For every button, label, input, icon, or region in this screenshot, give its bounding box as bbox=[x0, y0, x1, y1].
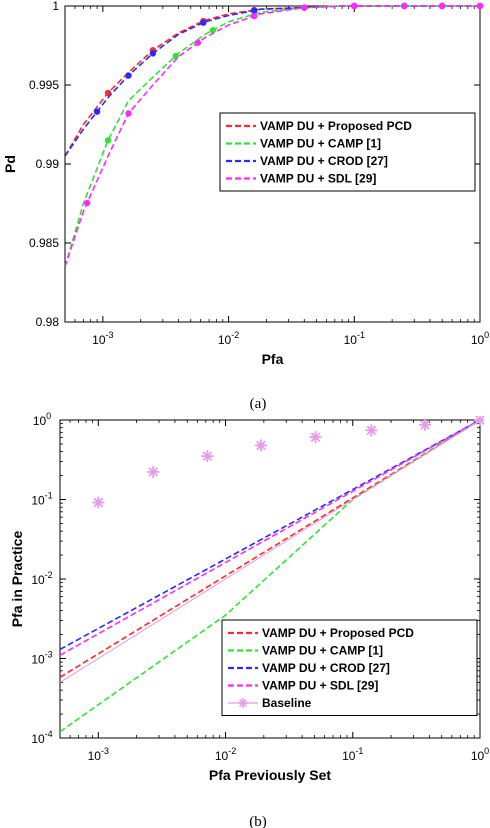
y-tick-label-a: 0.99 bbox=[36, 157, 60, 171]
y-tick-label-a: 0.995 bbox=[29, 78, 59, 92]
x-tick-label-a: 10-1 bbox=[344, 330, 365, 347]
legend-box-b bbox=[221, 619, 478, 716]
y-tick-label-a: 0.98 bbox=[36, 315, 60, 329]
x-tick-label-a: 10-3 bbox=[92, 330, 113, 347]
y-axis-label-a: Pd bbox=[2, 155, 18, 173]
caption-a: (a) bbox=[250, 396, 267, 412]
chart-panel-b: 10-3 10-2 10-1 100 10-4 10-3 10-2 10-1 100 Pfa Pr… bbox=[9, 411, 489, 783]
y-tick-label-b: 10-2 bbox=[31, 570, 52, 587]
series-marker-vamp-du-camp-1 bbox=[104, 137, 112, 144]
series-line-vamp-du-camp-1 bbox=[60, 419, 481, 733]
series-marker-vamp-du-crod-27 bbox=[200, 19, 207, 26]
series-marker-vamp-du-crod-27 bbox=[149, 50, 157, 57]
legend-label-vamp-du-proposed-pcd: VAMP DU + Proposed PCD bbox=[262, 626, 414, 640]
series-line-vamp-du-crod-27 bbox=[65, 5, 480, 157]
series-line-vamp-du-sdl-29 bbox=[60, 419, 481, 656]
series-marker-baseline bbox=[309, 431, 322, 444]
series-marker-baseline bbox=[255, 439, 268, 452]
series-line-baseline bbox=[60, 419, 481, 683]
legend-marker-baseline bbox=[238, 698, 248, 708]
legend-b: VAMP DU + Proposed PCD VAMP DU + CAMP [1]… bbox=[221, 619, 478, 716]
series-marker-vamp-du-crod-27 bbox=[93, 108, 101, 115]
x-tick-label-b: 10-1 bbox=[342, 746, 363, 763]
series-marker-baseline bbox=[201, 450, 214, 463]
series-marker-vamp-du-proposed-pcd bbox=[104, 89, 112, 97]
series-marker-baseline bbox=[92, 496, 105, 509]
x-tick-label-a: 100 bbox=[471, 330, 489, 347]
x-tick-label-b: 10-3 bbox=[88, 746, 109, 763]
legend-label-vamp-du-sdl-29: VAMP DU + SDL [29] bbox=[262, 679, 378, 693]
y-tick-label-b: 10-4 bbox=[31, 729, 52, 746]
series-marker-vamp-du-sdl-29 bbox=[251, 12, 258, 20]
x-tick-label-b: 100 bbox=[471, 746, 489, 763]
x-tick-label-b: 10-2 bbox=[215, 746, 236, 763]
legend-label-vamp-du-proposed-pcd: VAMP DU + Proposed PCD bbox=[260, 119, 412, 133]
legend-label-vamp-du-crod-27: VAMP DU + CROD [27] bbox=[260, 154, 388, 168]
series-marker-vamp-du-sdl-29 bbox=[83, 199, 91, 207]
series-marker-vamp-du-sdl-29 bbox=[194, 39, 202, 46]
series-group-a bbox=[65, 2, 484, 267]
series-line-vamp-du-crod-27 bbox=[60, 419, 481, 651]
x-axis-label-a: Pfa bbox=[262, 351, 284, 367]
series-marker-baseline bbox=[419, 418, 432, 431]
series-marker-vamp-du-sdl-29 bbox=[476, 2, 484, 10]
legend-label-vamp-du-sdl-29: VAMP DU + SDL [29] bbox=[260, 172, 376, 186]
series-marker-baseline bbox=[474, 416, 484, 426]
y-tick-label-a: 1 bbox=[52, 0, 59, 13]
legend-label-vamp-du-camp-1: VAMP DU + CAMP [1] bbox=[262, 644, 383, 658]
series-marker-vamp-du-camp-1 bbox=[209, 27, 217, 34]
y-tick-label-a: 0.985 bbox=[29, 236, 59, 250]
series-marker-vamp-du-sdl-29 bbox=[351, 2, 358, 10]
y-axis-label-b: Pfa in Practice bbox=[9, 531, 25, 628]
legend-a: VAMP DU + Proposed PCD VAMP DU + CAMP [1]… bbox=[219, 112, 476, 192]
legend-box-a bbox=[219, 112, 476, 192]
series-marker-vamp-du-sdl-29 bbox=[401, 2, 408, 10]
series-marker-vamp-du-sdl-29 bbox=[438, 2, 446, 10]
y-tick-label-b: 100 bbox=[33, 411, 51, 428]
series-marker-vamp-du-sdl-29 bbox=[301, 4, 308, 11]
x-axis-label-b: Pfa Previously Set bbox=[209, 767, 332, 783]
legend-label-vamp-du-crod-27: VAMP DU + CROD [27] bbox=[262, 661, 390, 675]
series-marker-vamp-du-crod-27 bbox=[251, 7, 258, 14]
series-marker-vamp-du-crod-27 bbox=[125, 72, 132, 79]
y-tick-label-b: 10-3 bbox=[31, 650, 52, 667]
chart-panel-a: 10-3 10-2 10-1 100 0.98 0.985 0.99 0.995 1 Pfa Pd V… bbox=[2, 0, 489, 367]
series-group-b bbox=[60, 416, 484, 733]
y-tick-label-b: 10-1 bbox=[31, 491, 52, 508]
series-marker-vamp-du-sdl-29 bbox=[125, 110, 132, 117]
caption-b: (b) bbox=[249, 814, 267, 828]
legend-label-baseline: Baseline bbox=[262, 696, 312, 710]
series-marker-baseline bbox=[365, 424, 378, 437]
series-line-vamp-du-sdl-29 bbox=[65, 5, 480, 267]
x-tick-label-a: 10-2 bbox=[218, 330, 239, 347]
series-marker-baseline bbox=[147, 465, 160, 478]
series-marker-vamp-du-camp-1 bbox=[172, 52, 179, 60]
legend-label-vamp-du-camp-1: VAMP DU + CAMP [1] bbox=[260, 137, 381, 151]
